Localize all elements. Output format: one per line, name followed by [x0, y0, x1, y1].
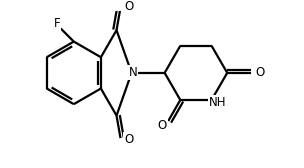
- Text: O: O: [124, 0, 133, 13]
- Text: NH: NH: [209, 96, 226, 109]
- Text: O: O: [124, 133, 133, 146]
- Text: O: O: [255, 66, 264, 79]
- Text: O: O: [157, 119, 167, 132]
- Text: F: F: [54, 17, 60, 30]
- Text: N: N: [128, 66, 137, 79]
